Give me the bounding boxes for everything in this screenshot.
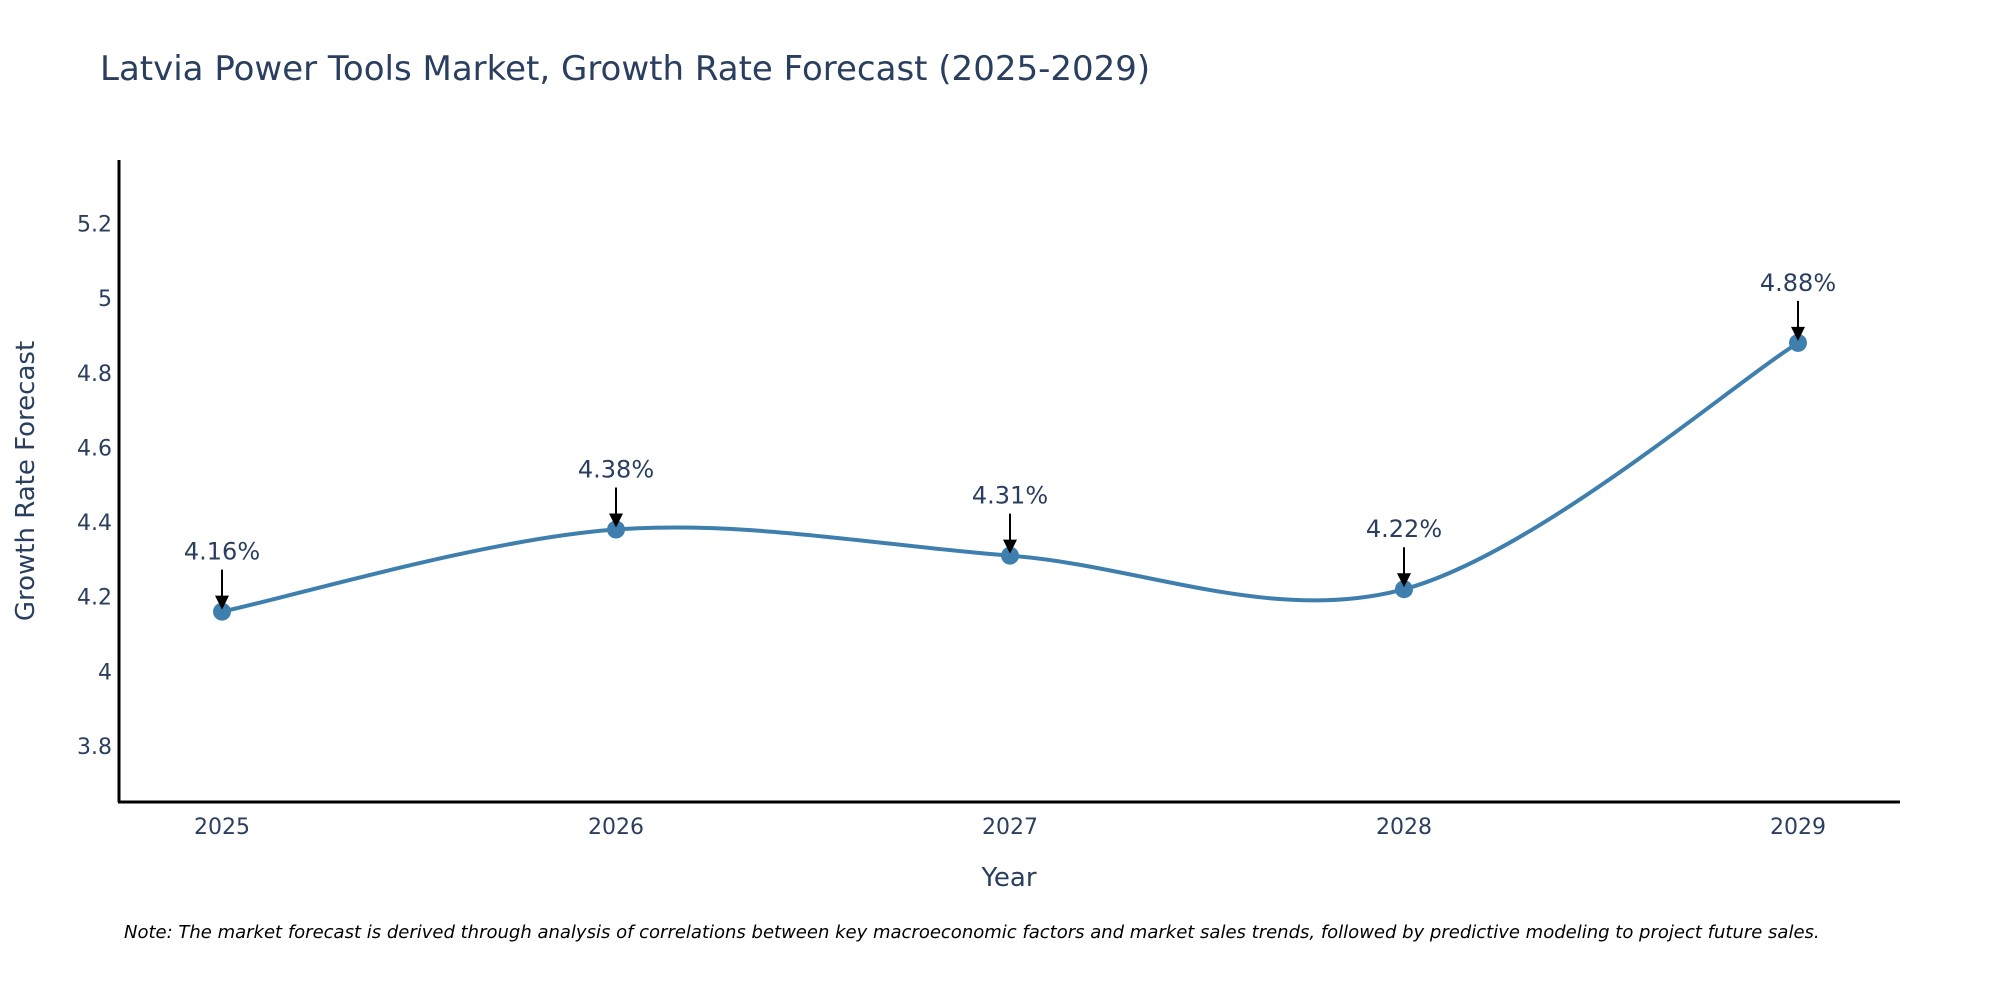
x-tick-label: 2028 bbox=[1376, 815, 1432, 840]
data-point bbox=[1395, 580, 1413, 599]
data-point bbox=[1789, 333, 1807, 352]
annotation-arrow-head bbox=[215, 595, 229, 610]
x-tick-label: 2025 bbox=[194, 815, 250, 840]
y-tick-label: 4.8 bbox=[77, 362, 112, 387]
data-point bbox=[1001, 546, 1019, 565]
data-annotations: 4.16% 4.38% 4.31% 4.22% 4.88% bbox=[184, 269, 1836, 610]
data-label: 4.16% bbox=[184, 538, 260, 566]
data-points bbox=[213, 333, 1807, 621]
y-tick-label: 3.8 bbox=[77, 735, 112, 760]
y-tick-label: 4 bbox=[98, 660, 112, 685]
annotation-arrow-head bbox=[609, 513, 623, 528]
data-label: 4.38% bbox=[578, 456, 654, 484]
annotation-arrow-head bbox=[1003, 539, 1017, 554]
y-tick-label: 4.2 bbox=[77, 586, 112, 611]
x-axis-ticks: 2025 2026 2027 2028 2029 bbox=[194, 815, 1826, 840]
annotation-arrow-head bbox=[1791, 326, 1805, 341]
annotation-arrow-head bbox=[1397, 573, 1411, 588]
data-point bbox=[213, 602, 231, 621]
series-line bbox=[221, 341, 1800, 614]
chart-title: Latvia Power Tools Market, Growth Rate F… bbox=[100, 49, 1150, 89]
data-label: 4.22% bbox=[1366, 515, 1442, 543]
y-tick-label: 5.2 bbox=[77, 212, 112, 237]
data-label: 4.88% bbox=[1760, 269, 1836, 297]
y-tick-label: 4.6 bbox=[77, 436, 112, 461]
x-tick-label: 2027 bbox=[982, 815, 1038, 840]
y-axis-title: Growth Rate Forecast bbox=[11, 341, 41, 621]
x-tick-label: 2026 bbox=[588, 815, 644, 840]
x-tick-label: 2029 bbox=[1770, 815, 1826, 840]
footnote: Note: The market forecast is derived thr… bbox=[124, 922, 1820, 943]
data-point bbox=[607, 520, 625, 539]
y-tick-label: 5 bbox=[98, 287, 112, 312]
x-axis-title: Year bbox=[980, 863, 1036, 893]
y-axis-ticks: 3.8 4 4.2 4.4 4.6 4.8 5 5.2 bbox=[77, 212, 112, 760]
y-tick-label: 4.4 bbox=[77, 511, 112, 536]
data-label: 4.31% bbox=[972, 482, 1048, 510]
